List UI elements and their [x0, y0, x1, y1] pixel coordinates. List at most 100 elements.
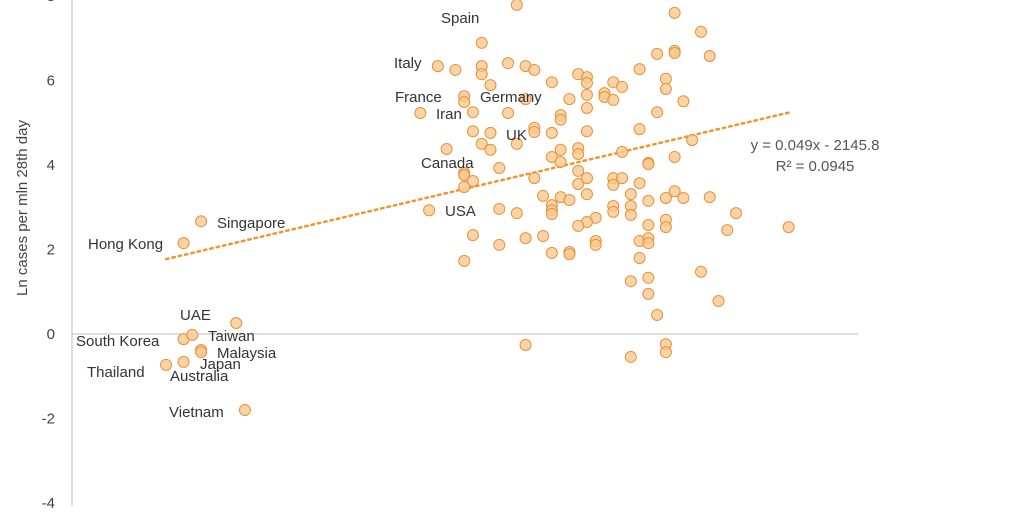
- y-tick-label: 2: [47, 242, 55, 259]
- data-point: [502, 57, 515, 70]
- y-tick-label: 6: [47, 73, 55, 90]
- y-tick-label: -2: [42, 411, 55, 428]
- data-point: [677, 95, 690, 108]
- point-label: Australia: [170, 368, 229, 385]
- data-point: [554, 156, 567, 169]
- data-point: [484, 143, 497, 156]
- point-label: Iran: [436, 106, 462, 123]
- point-label: UK: [506, 127, 527, 144]
- data-point: [580, 88, 593, 101]
- y-ticks: 8 6 4 2 0 -2 -4: [42, 0, 55, 512]
- data-point: [694, 265, 707, 278]
- data-point: [177, 355, 190, 368]
- data-point: [589, 238, 602, 251]
- data-point: [484, 79, 497, 92]
- data-point: [458, 180, 471, 193]
- data-point: [677, 191, 690, 204]
- point-label: Malaysia: [217, 345, 277, 362]
- data-point: [668, 150, 681, 163]
- point-label: France: [395, 89, 442, 106]
- data-point: [423, 204, 436, 217]
- data-point: [721, 224, 734, 237]
- data-point: [458, 96, 471, 109]
- data-point: [782, 221, 795, 234]
- data-point: [528, 63, 541, 76]
- data-point: [668, 185, 681, 198]
- data-point: [572, 164, 585, 177]
- data-point: [510, 207, 523, 220]
- point-label: Spain: [441, 10, 479, 27]
- data-point: [449, 63, 462, 76]
- data-point: [580, 77, 593, 90]
- data-point: [686, 134, 699, 147]
- data-point: [659, 221, 672, 234]
- data-point: [177, 237, 190, 250]
- data-point: [475, 36, 488, 49]
- trendline-equation: y = 0.049x - 2145.8: [751, 137, 880, 154]
- data-point: [624, 275, 637, 288]
- data-point: [633, 251, 646, 264]
- data-point: [431, 60, 444, 73]
- data-point: [668, 6, 681, 19]
- data-point: [572, 148, 585, 161]
- data-point: [493, 202, 506, 215]
- data-point: [528, 126, 541, 139]
- data-point: [563, 248, 576, 261]
- point-label: Germany: [480, 89, 542, 106]
- data-point: [186, 328, 199, 341]
- point-label: UAE: [180, 307, 211, 324]
- data-point: [730, 207, 743, 220]
- data-point: [528, 172, 541, 185]
- data-point: [160, 358, 172, 371]
- data-point: [572, 178, 585, 191]
- point-label: Taiwan: [208, 328, 255, 345]
- data-point: [554, 143, 567, 156]
- point-label: Hong Kong: [88, 236, 163, 253]
- data-point: [545, 76, 558, 89]
- data-point: [414, 107, 427, 120]
- data-point: [580, 101, 593, 114]
- data-point: [642, 237, 655, 250]
- data-point: [624, 350, 637, 363]
- data-point: [642, 158, 655, 171]
- data-point: [458, 169, 471, 182]
- data-point: [703, 49, 716, 62]
- data-point: [642, 218, 655, 231]
- data-point: [659, 82, 672, 95]
- point-label: USA: [445, 203, 476, 220]
- data-point: [466, 125, 479, 138]
- point-label: Japan: [200, 356, 241, 373]
- data-point: [195, 215, 208, 228]
- y-tick-label: 4: [47, 157, 55, 174]
- data-point: [510, 0, 523, 11]
- data-point: [616, 80, 629, 93]
- data-point: [659, 346, 672, 359]
- data-point: [502, 107, 515, 120]
- data-point: [580, 188, 593, 201]
- data-point: [651, 47, 664, 60]
- data-point: [616, 145, 629, 158]
- point-label: Thailand: [87, 364, 145, 381]
- data-point: [642, 287, 655, 300]
- data-point: [466, 175, 479, 188]
- data-point: [607, 205, 620, 218]
- data-point: [537, 229, 550, 242]
- data-point: [545, 246, 558, 259]
- data-point: [493, 238, 506, 251]
- points: [160, 0, 795, 417]
- data-point: [519, 93, 532, 106]
- data-point: [519, 232, 532, 245]
- y-tick-label: -4: [42, 495, 55, 512]
- data-point: [624, 208, 637, 221]
- data-point: [616, 172, 629, 185]
- point-label: Canada: [421, 155, 474, 172]
- data-point: [195, 346, 208, 359]
- data-point: [493, 161, 506, 174]
- data-point: [238, 404, 251, 417]
- data-point: [580, 172, 593, 185]
- data-point: [642, 271, 655, 284]
- data-point: [484, 126, 497, 139]
- trendline: [164, 110, 792, 261]
- data-point: [659, 72, 672, 85]
- point-label: South Korea: [76, 333, 160, 350]
